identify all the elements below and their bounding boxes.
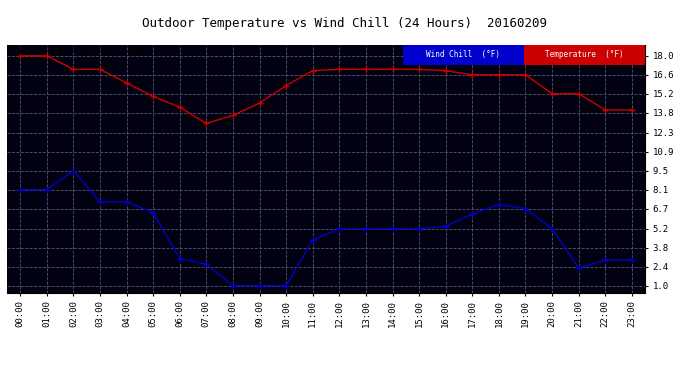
Text: Wind Chill  (°F): Wind Chill (°F): [426, 50, 500, 59]
Text: Outdoor Temperature vs Wind Chill (24 Hours)  20160209: Outdoor Temperature vs Wind Chill (24 Ho…: [143, 17, 547, 30]
FancyBboxPatch shape: [524, 45, 645, 65]
Text: Copyright 2016 Cartronics.com: Copyright 2016 Cartronics.com: [10, 46, 144, 55]
Text: Temperature  (°F): Temperature (°F): [545, 50, 624, 59]
FancyBboxPatch shape: [403, 45, 524, 65]
